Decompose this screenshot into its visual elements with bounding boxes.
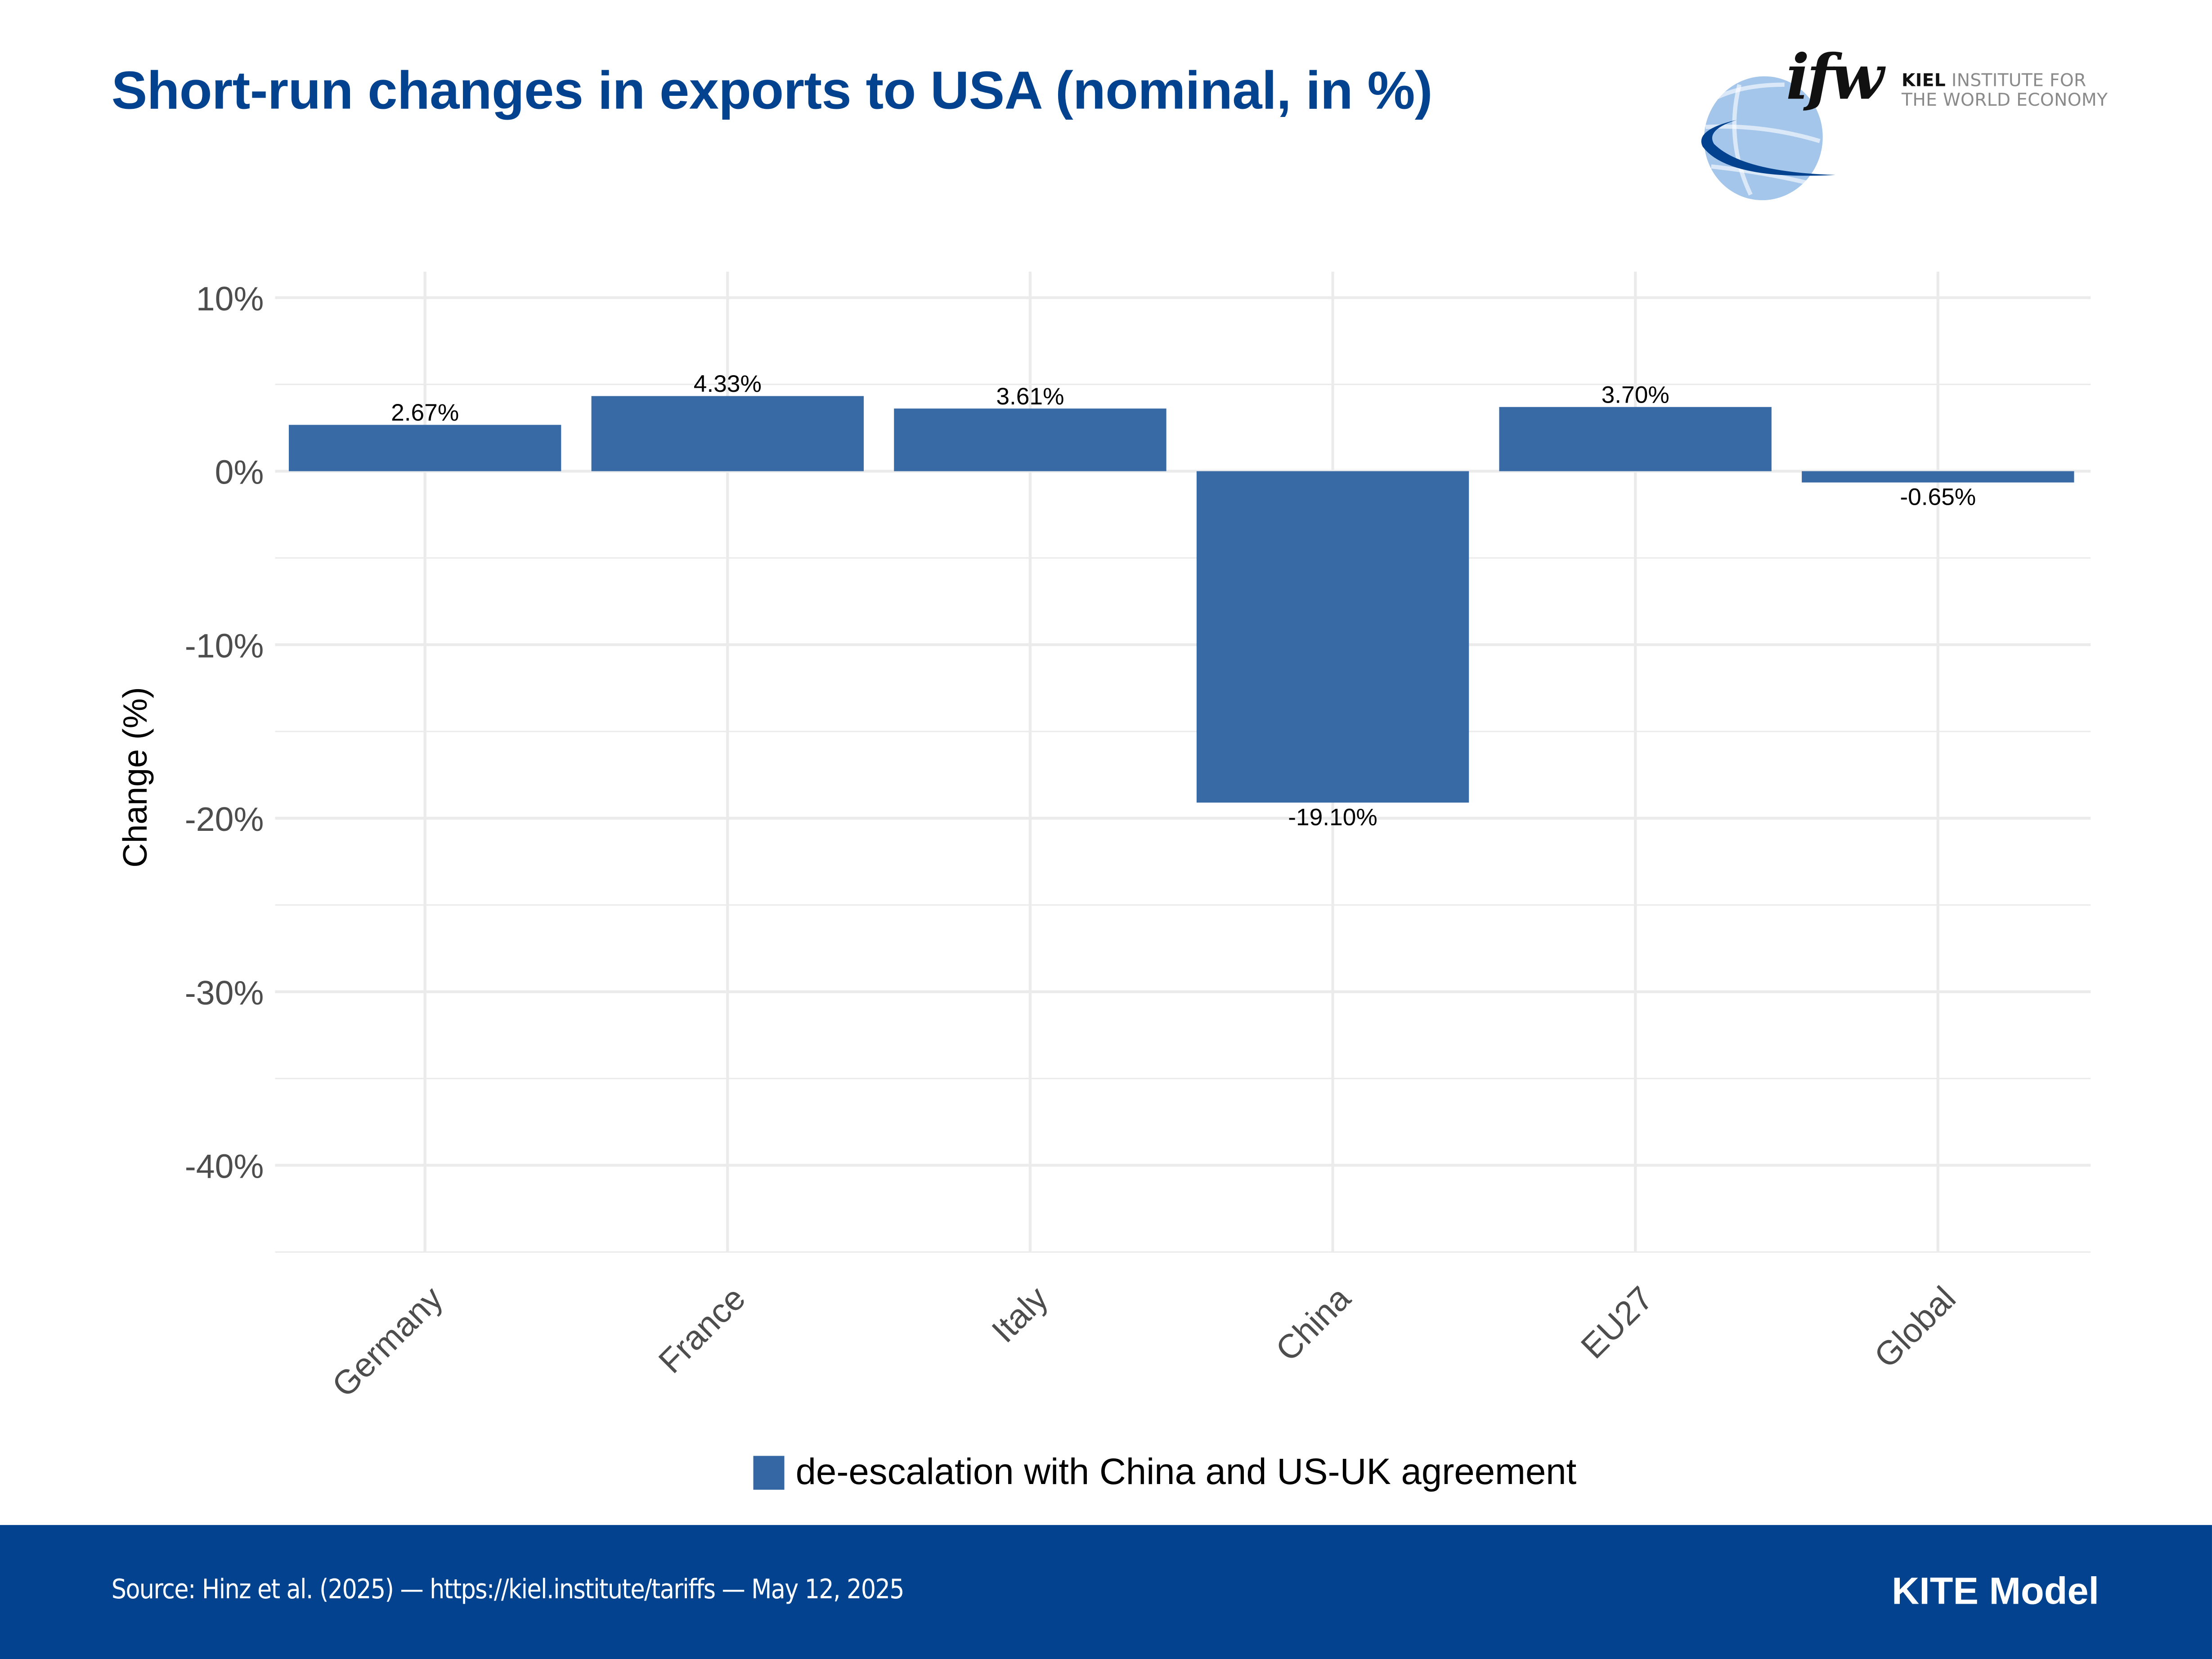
bar-eu27 xyxy=(1499,407,1772,471)
x-tick-label: France xyxy=(651,1279,753,1380)
data-label: 4.33% xyxy=(694,371,762,397)
data-label: 3.61% xyxy=(996,383,1064,410)
bar-france xyxy=(591,396,864,471)
bar-china xyxy=(1196,471,1469,803)
x-tick-label: EU27 xyxy=(1574,1279,1660,1366)
chart-title: Short-run changes in exports to USA (nom… xyxy=(111,62,1433,121)
data-label: -19.10% xyxy=(1288,804,1377,830)
legend-swatch xyxy=(753,1455,785,1489)
data-labels: 2.67% 4.33% 3.61% -19.10% 3.70% -0.65% xyxy=(391,371,1976,830)
x-tick-label: Germany xyxy=(325,1279,450,1404)
y-tick-label: 0% xyxy=(215,453,264,491)
logo-line-2: THE WORLD ECONOMY xyxy=(1902,89,2108,110)
footer-model-label: KITE Model xyxy=(1892,1570,2100,1613)
legend: de-escalation with China and US-UK agree… xyxy=(753,1450,1577,1494)
y-tick-label: -30% xyxy=(185,974,264,1012)
data-label: 2.67% xyxy=(391,399,459,426)
data-label: 3.70% xyxy=(1602,381,1669,408)
data-label: -0.65% xyxy=(1900,484,1976,511)
bars xyxy=(288,396,2074,803)
y-axis-label: Change (%) xyxy=(116,687,154,868)
x-tick-label: Italy xyxy=(984,1279,1055,1350)
bar-italy xyxy=(894,408,1167,471)
y-axis-ticks: 10% 0% -10% -20% -30% -40% xyxy=(185,280,264,1185)
x-tick-label: China xyxy=(1268,1279,1358,1368)
x-axis-ticks: Germany France Italy China EU27 Global xyxy=(325,1279,1963,1404)
footer-bar xyxy=(0,1525,2212,1659)
footer-source: Source: Hinz et al. (2025) — https://kie… xyxy=(111,1574,905,1605)
logo-line-1: KIEL INSTITUTE FOR xyxy=(1902,69,2086,90)
y-tick-label: -10% xyxy=(185,627,264,664)
logo-line-1-rest: INSTITUTE FOR xyxy=(1946,69,2086,90)
legend-label: de-escalation with China and US-UK agree… xyxy=(795,1450,1577,1493)
logo-kiel: KIEL xyxy=(1902,69,1946,90)
x-tick-label: Global xyxy=(1867,1279,1963,1375)
globe-icon xyxy=(1701,76,1835,201)
y-tick-label: -20% xyxy=(185,800,264,838)
y-tick-label: -40% xyxy=(185,1148,264,1185)
grid-lines xyxy=(275,271,2091,1253)
ifw-wordmark: ifw xyxy=(1786,42,1884,115)
bar-germany xyxy=(288,425,561,471)
y-tick-label: 10% xyxy=(196,280,264,318)
bar-global xyxy=(1802,471,2074,483)
